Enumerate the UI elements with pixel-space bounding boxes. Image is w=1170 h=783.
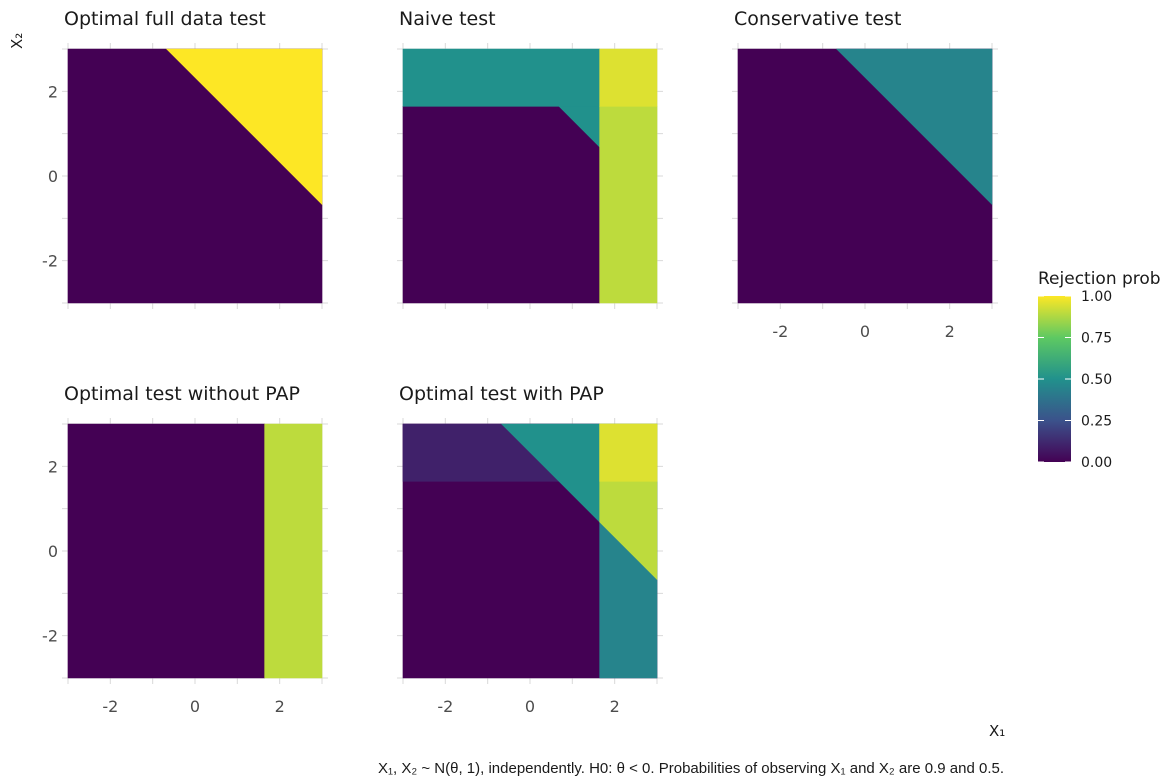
y-tick-label: 0	[48, 542, 58, 561]
region-tile	[599, 423, 658, 482]
panel-title: Naive test	[399, 8, 496, 30]
x-tick-label: 2	[945, 322, 955, 341]
panel-3: Conservative test	[732, 8, 998, 309]
x-tick-label: -2	[437, 697, 453, 716]
x-tick-label: -2	[772, 322, 788, 341]
region-tile	[165, 48, 323, 206]
panel-4: Optimal test without PAP	[62, 383, 328, 684]
axis-layer: -2 0 2 -2 0 2 -2 0 2 -2 0 2 -2 0 2 X₂ X₁	[8, 33, 1005, 740]
legend-tick-label: 0.00	[1081, 455, 1112, 471]
panel-title: Optimal test without PAP	[64, 383, 300, 405]
region-tile	[835, 48, 993, 206]
legend-tick-label: 0.50	[1081, 372, 1112, 388]
y-tick-label: 2	[48, 457, 58, 476]
x-tick-label: -2	[102, 697, 118, 716]
figure-caption: X₁, X₂ ~ N(θ, 1), independently. H0: θ <…	[377, 760, 1004, 777]
region-tile	[402, 48, 600, 107]
x-tick-label: 0	[860, 322, 870, 341]
panel-1: Optimal full data test	[62, 8, 328, 309]
x-tick-label: 2	[275, 697, 285, 716]
y-tick-label: 0	[48, 167, 58, 186]
legend-title: Rejection prob	[1038, 269, 1161, 289]
y-tick-label: -2	[42, 627, 58, 646]
panel-title: Optimal test with PAP	[399, 383, 604, 405]
legend-tick-label: 0.25	[1081, 414, 1112, 430]
region-tile	[599, 106, 658, 304]
panel-5: Optimal test with PAP	[397, 383, 663, 684]
region-tile	[402, 106, 600, 304]
y-tick-label: -2	[42, 252, 58, 271]
legend-tick-label: 0.75	[1081, 331, 1112, 347]
y-axis-title: X₂	[8, 33, 26, 49]
panel-title: Optimal full data test	[64, 8, 266, 30]
panels-layer: Optimal full data test Naive test Conserva…	[62, 8, 998, 684]
region-tile	[67, 423, 265, 679]
x-tick-label: 0	[190, 697, 200, 716]
x-axis-title: X₁	[989, 722, 1005, 740]
region-tile	[599, 48, 658, 107]
region-tile	[264, 423, 323, 679]
legend-tick-label: 1.00	[1081, 289, 1112, 305]
panel-2: Naive test	[397, 8, 663, 309]
x-tick-label: 2	[610, 697, 620, 716]
x-tick-label: 0	[525, 697, 535, 716]
panel-title: Conservative test	[734, 8, 901, 30]
y-tick-label: 2	[48, 82, 58, 101]
